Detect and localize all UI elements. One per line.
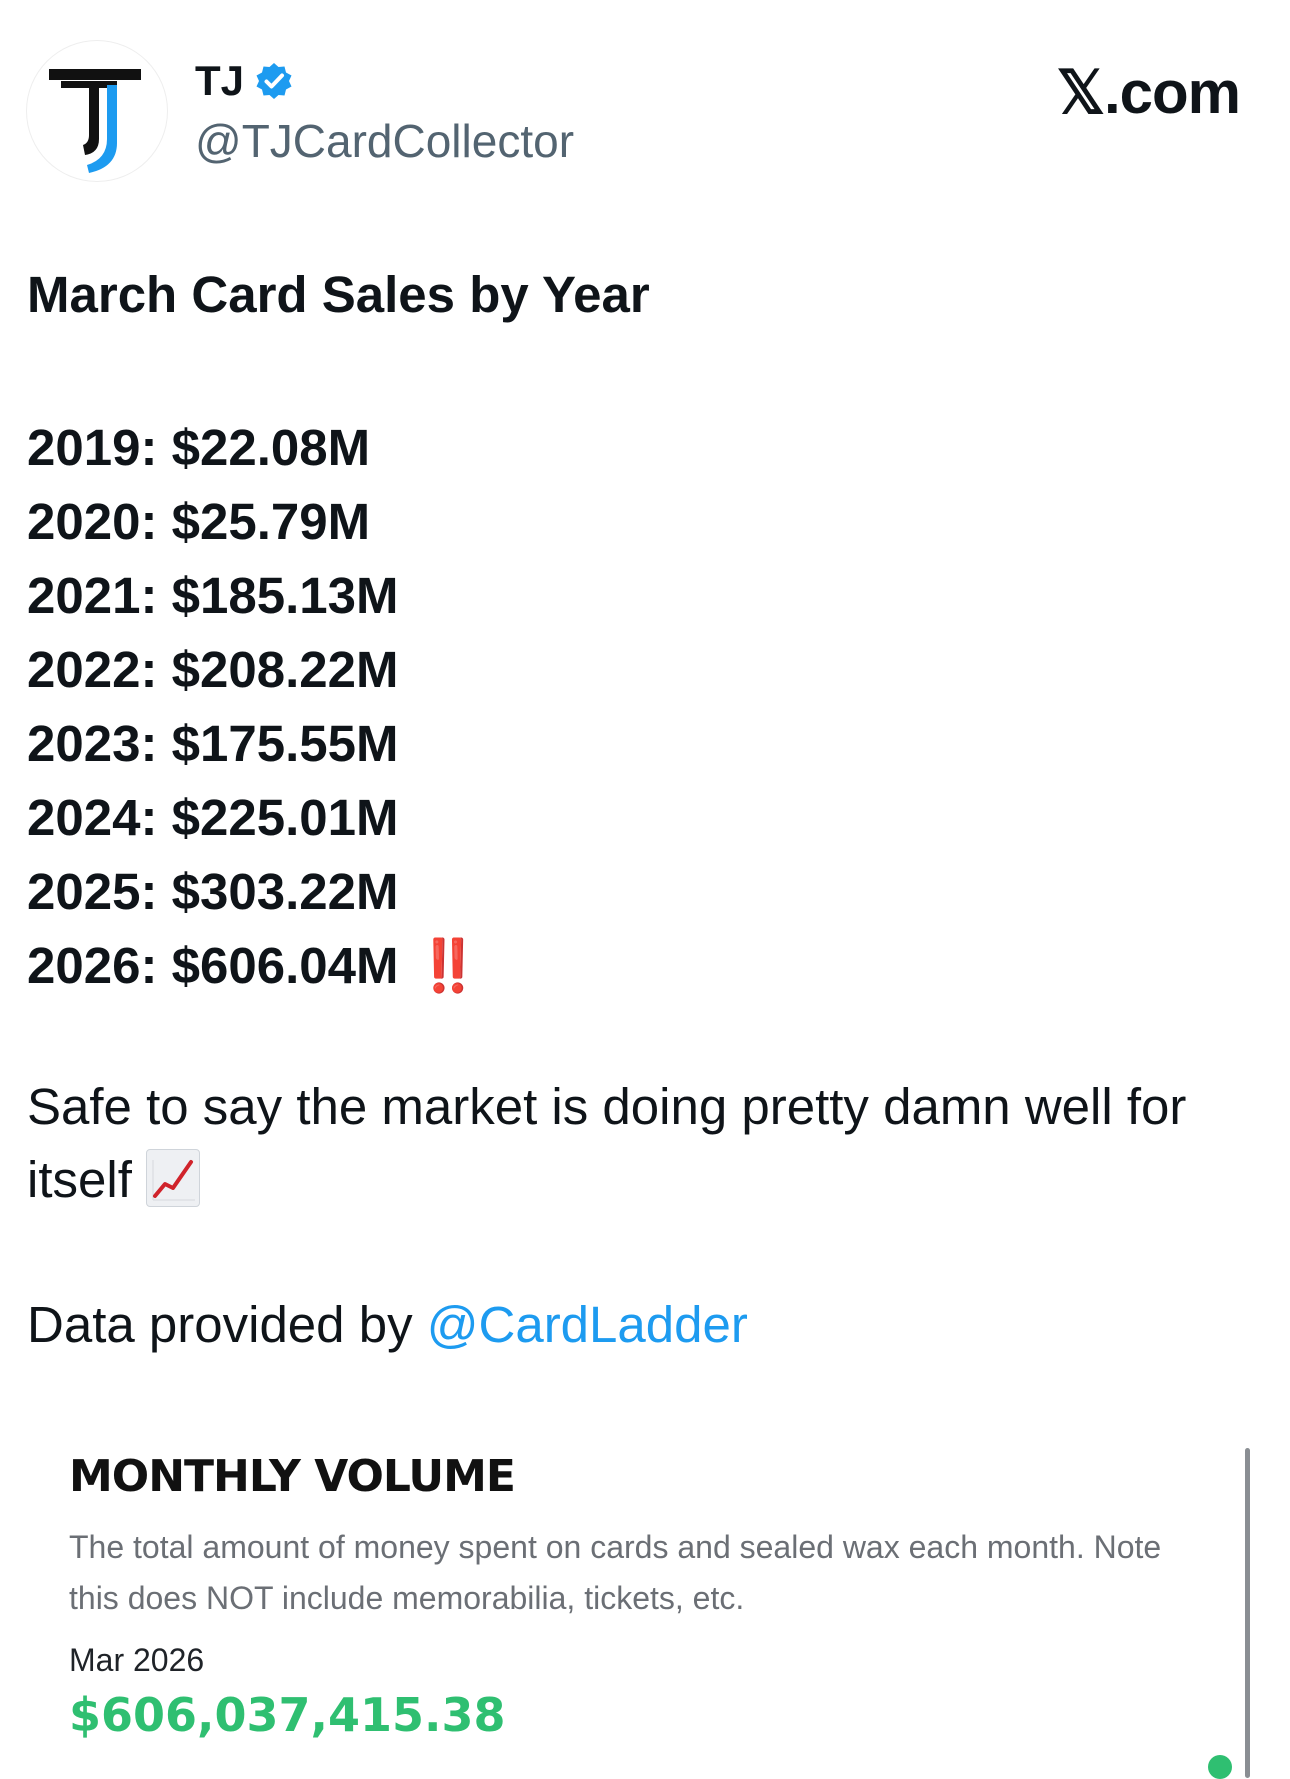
- sales-year: 2024: [27, 789, 141, 846]
- sales-amount: $25.79M: [171, 493, 371, 550]
- tweet-title: March Card Sales by Year: [27, 266, 650, 323]
- card-scrollbar[interactable]: [1245, 1448, 1250, 1778]
- sales-row: 2025: $303.22M: [27, 863, 399, 920]
- sales-amount: $606.04M: [171, 937, 399, 994]
- tweet-header: TJ @TJCardCollector 𝕏.com: [0, 0, 1290, 200]
- monthly-volume-card[interactable]: MONTHLY VOLUME The total amount of money…: [27, 1420, 1263, 1779]
- sales-list: 2019: $22.08M 2020: $25.79M 2021: $185.1…: [27, 411, 480, 1003]
- x-brand-logo: 𝕏.com: [1056, 59, 1241, 126]
- chart-increasing-icon: [145, 1149, 200, 1207]
- sales-amount: $175.55M: [171, 715, 399, 772]
- commentary-text: Safe to say the market is doing pretty d…: [27, 1078, 1187, 1208]
- sales-year: 2022: [27, 641, 141, 698]
- double-exclamation-icon: ‼️: [416, 937, 479, 994]
- sales-row: 2022: $208.22M: [27, 641, 399, 698]
- chart-point-marker: [1208, 1755, 1232, 1779]
- sales-row: 2021: $185.13M: [27, 567, 399, 624]
- sales-year: 2023: [27, 715, 141, 772]
- sales-row: 2020: $25.79M: [27, 493, 371, 550]
- mention-link[interactable]: @CardLadder: [426, 1296, 748, 1353]
- sales-row: 2024: $225.01M: [27, 789, 399, 846]
- sales-year: 2019: [27, 419, 141, 476]
- author-handle[interactable]: @TJCardCollector: [195, 115, 575, 167]
- author-display-name[interactable]: TJ: [195, 57, 245, 104]
- author-name-row: TJ: [195, 56, 294, 106]
- sales-year: 2026: [27, 937, 141, 994]
- sales-amount: $303.22M: [171, 863, 399, 920]
- sales-row: 2026: $606.04M ‼️: [27, 937, 480, 994]
- card-value: $606,037,415.38: [69, 1688, 506, 1742]
- sales-amount: $208.22M: [171, 641, 399, 698]
- sales-year: 2021: [27, 567, 141, 624]
- sales-row: 2019: $22.08M: [27, 419, 371, 476]
- sales-year: 2025: [27, 863, 141, 920]
- credit-prefix: Data provided by: [27, 1296, 427, 1353]
- sales-amount: $225.01M: [171, 789, 399, 846]
- card-title: MONTHLY VOLUME: [69, 1451, 516, 1502]
- tj-logo-icon: [49, 69, 141, 173]
- card-period: Mar 2026: [69, 1642, 205, 1678]
- avatar[interactable]: [27, 41, 167, 181]
- sales-year: 2020: [27, 493, 141, 550]
- verified-badge-icon: [254, 61, 294, 101]
- sales-amount: $22.08M: [171, 419, 371, 476]
- card-description: The total amount of money spent on cards…: [69, 1529, 1162, 1616]
- sales-row: 2023: $175.55M: [27, 715, 399, 772]
- data-credit: Data provided by @CardLadder: [27, 1290, 748, 1360]
- sales-amount: $185.13M: [171, 567, 399, 624]
- tweet-commentary: Safe to say the market is doing pretty d…: [27, 1070, 1267, 1216]
